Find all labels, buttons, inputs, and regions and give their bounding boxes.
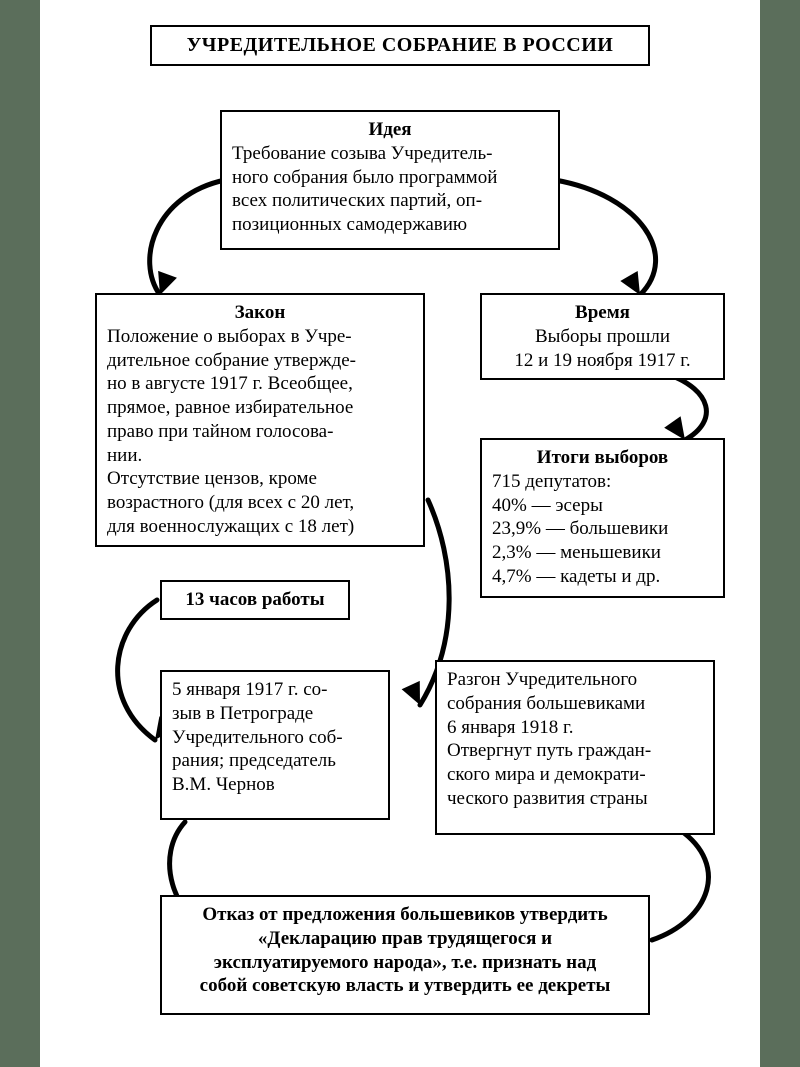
results-line-3: 2,3% — меньшевики xyxy=(492,542,661,563)
results-line-4: 4,7% — кадеты и др. xyxy=(492,566,660,587)
results-heading: Итоги выборов xyxy=(492,446,713,470)
refusal-box: Отказ от предложения большевиков утверди… xyxy=(160,895,650,1015)
title-box: УЧРЕДИТЕЛЬНОЕ СОБРАНИЕ В РОССИИ xyxy=(150,25,650,66)
law-heading: Закон xyxy=(107,301,413,325)
dissolution-box: Разгон Учредительногособрания большевика… xyxy=(435,660,715,835)
idea-heading: Идея xyxy=(232,118,548,142)
results-line-1: 40% — эсеры xyxy=(492,495,603,516)
idea-box: Идея Требование созыва Учредитель-ного с… xyxy=(220,110,560,250)
results-line-2: 23,9% — большевики xyxy=(492,518,668,539)
time-heading: Время xyxy=(492,301,713,325)
idea-body: Требование созыва Учредитель-ного собран… xyxy=(232,143,497,235)
page-canvas: УЧРЕДИТЕЛЬНОЕ СОБРАНИЕ В РОССИИ Идея Тре… xyxy=(40,0,760,1067)
results-box: Итоги выборов 715 депутатов: 40% — эсеры… xyxy=(480,438,725,598)
time-body: Выборы прошли12 и 19 ноября 1917 г. xyxy=(514,326,690,371)
law-box: Закон Положение о выборах в Учре-дительн… xyxy=(95,293,425,547)
hours-box: 13 часов работы xyxy=(160,580,350,620)
results-line-0: 715 депутатов: xyxy=(492,471,611,492)
convened-box: 5 января 1917 г. со-зыв в ПетроградеУчре… xyxy=(160,670,390,820)
law-body: Положение о выборах в Учре-дительное соб… xyxy=(107,326,356,537)
time-box: Время Выборы прошли12 и 19 ноября 1917 г… xyxy=(480,293,725,380)
